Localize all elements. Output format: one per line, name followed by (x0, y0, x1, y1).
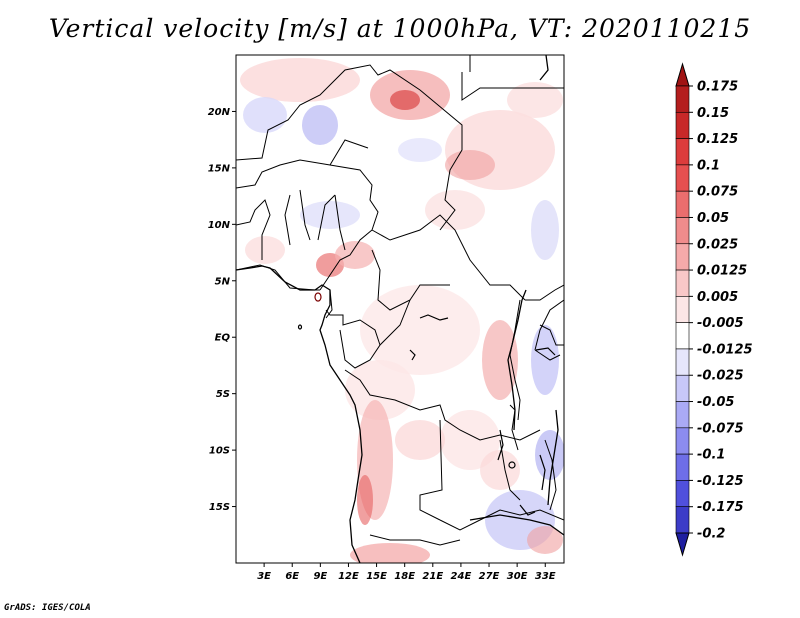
lat-tick-label: 5N (215, 276, 231, 287)
coastline (236, 55, 564, 563)
colorbar-label: -0.1 (697, 448, 725, 463)
colorbar-swatch (675, 111, 690, 139)
colorbar-swatch (675, 480, 690, 508)
lon-tick-label: 30E (507, 571, 528, 582)
colorbar-label: -0.2 (697, 527, 725, 542)
lat-tick-label: 10N (208, 220, 231, 231)
colorbar-swatch (675, 348, 690, 376)
lat-tick-label: 20N (208, 107, 231, 118)
map-panel: 20N 15N 10N 5N EQ 5S 10S 15S 3E 6E 9E 12E 15E 18E 21E… (208, 54, 565, 582)
colorbar-swatch (675, 138, 690, 166)
lon-tick-label: 27E (479, 571, 500, 582)
lat-tick-label: EQ (215, 333, 231, 344)
lat-tick-label: 15N (208, 163, 231, 174)
colorbar-label: -0.075 (697, 421, 744, 436)
lakes-islands (297, 292, 556, 516)
colorbar-swatch (675, 243, 690, 271)
colorbar-label: 0.05 (697, 211, 729, 226)
colorbar: 0.175 0.15 0.125 0.1 0.075 0.05 0.025 0.0125 0.0… (675, 62, 753, 557)
colorbar-swatch (675, 374, 690, 402)
colorbar-label: 0.125 (697, 132, 738, 147)
lat-tick-label: 10S (209, 446, 230, 457)
colorbar-label: 0.025 (697, 237, 738, 252)
lon-tick-label: 3E (257, 571, 271, 582)
colorbar-label: -0.005 (697, 316, 744, 331)
lon-tick-label: 6E (285, 571, 299, 582)
country-borders (236, 55, 564, 546)
latitude-axis: 20N 15N 10N 5N EQ 5S 10S 15S (208, 107, 236, 513)
colorbar-label: -0.125 (697, 474, 744, 489)
credit-label: GrADS: IGES/COLA (4, 603, 91, 613)
lat-tick-label: 15S (209, 502, 230, 513)
colorbar-label: 0.1 (697, 158, 720, 173)
map-frame (235, 54, 565, 564)
colorbar-swatch (675, 506, 690, 534)
colorbar-label: -0.175 (697, 500, 744, 515)
colorbar-swatch (675, 85, 690, 113)
longitude-axis: 3E 6E 9E 12E 15E 18E 21E 24E 27E 30E 33E (257, 563, 556, 582)
colorbar-swatch (675, 427, 690, 455)
colorbar-label: 0.15 (697, 106, 729, 121)
colorbar-swatch (675, 453, 690, 481)
colorbar-label: -0.05 (697, 395, 734, 410)
colorbar-label: -0.0125 (697, 342, 753, 357)
map-title: Vertical velocity [m/s] at 1000hPa, VT: … (48, 14, 752, 43)
colorbar-swatch (675, 322, 690, 350)
lon-tick-label: 18E (394, 571, 415, 582)
colorbar-swatch (675, 401, 690, 429)
colorbar-label: 0.175 (697, 80, 738, 95)
colorbar-swatch (675, 190, 690, 218)
lon-tick-label: 12E (338, 571, 359, 582)
lat-tick-label: 5S (216, 389, 230, 400)
lon-tick-label: 24E (451, 571, 472, 582)
lon-tick-label: 9E (313, 571, 327, 582)
colorbar-swatch (675, 296, 690, 323)
lon-tick-label: 15E (366, 571, 387, 582)
colorbar-top-arrow (675, 62, 690, 87)
lon-tick-label: 21E (422, 571, 443, 582)
colorbar-label: 0.005 (697, 290, 738, 305)
colorbar-label: 0.075 (697, 185, 738, 200)
colorbar-swatch (675, 164, 690, 192)
colorbar-label: -0.025 (697, 369, 744, 384)
velocity-field (240, 58, 564, 563)
colorbar-swatch (675, 217, 690, 245)
colorbar-swatch (675, 269, 690, 297)
colorbar-bottom-arrow (675, 532, 690, 557)
lon-tick-label: 33E (535, 571, 556, 582)
colorbar-label: 0.0125 (697, 264, 747, 279)
